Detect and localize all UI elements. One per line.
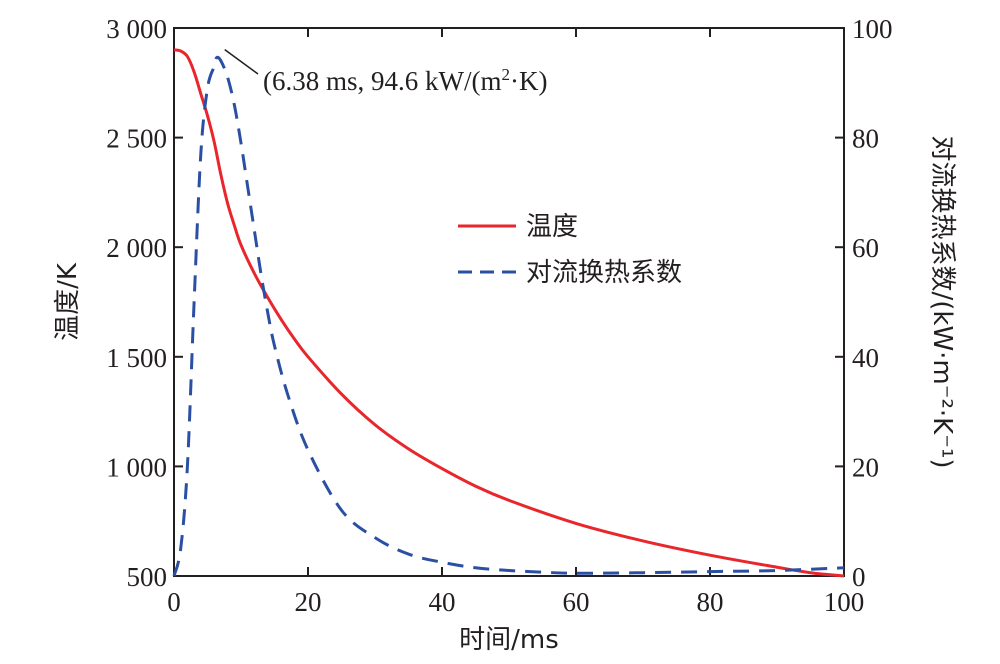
series-line-temperature xyxy=(173,48,845,578)
annotation-sup: 2 xyxy=(501,65,510,84)
y-axis-left: 500 1 000 1 500 2 000 2 500 3 000 xyxy=(106,14,183,592)
x-tick-label: 60 xyxy=(563,587,590,617)
x-tick-label: 40 xyxy=(429,587,456,617)
annotation-leader-line xyxy=(224,48,259,75)
x-tick-label: 0 xyxy=(167,587,181,617)
annotation-text: (6.38 ms, 94.6 kW/(m2·K) xyxy=(263,65,547,96)
y-right-tick-label: 60 xyxy=(852,233,879,263)
y-left-tick-label: 2 500 xyxy=(106,124,167,154)
x-tick-label: 80 xyxy=(697,587,724,617)
y-right-tick-label: 80 xyxy=(852,124,879,154)
x-tick-label: 100 xyxy=(824,587,865,617)
y-right-tick-label: 100 xyxy=(852,14,893,44)
y-left-tick-label: 3 000 xyxy=(106,14,167,44)
annotation-main: (6.38 ms, 94.6 kW/(m xyxy=(263,66,501,96)
y-left-tick-label: 500 xyxy=(127,562,168,592)
y-left-tick-label: 1 000 xyxy=(106,452,167,482)
legend-label-temperature: 温度 xyxy=(526,212,578,242)
y-right-tick-label: 0 xyxy=(852,562,866,592)
peak-annotation: (6.38 ms, 94.6 kW/(m2·K) xyxy=(224,48,547,96)
x-axis-title: 时间/ms xyxy=(459,625,559,655)
x-axis: 0 20 40 60 80 100 xyxy=(167,28,864,617)
y-right-tick-label: 40 xyxy=(852,343,879,373)
series-layer xyxy=(172,48,845,578)
y-right-tick-label: 20 xyxy=(852,452,879,482)
legend-label-convection: 对流换热系数 xyxy=(526,258,682,288)
series-line-convection-coefficient xyxy=(172,55,845,577)
annotation-tail: ·K) xyxy=(510,66,547,96)
y-axis-left-title: 温度/K xyxy=(53,262,83,341)
plot-area-frame xyxy=(173,27,845,577)
legend: 温度 对流换热系数 xyxy=(458,212,682,288)
x-tick-label: 20 xyxy=(295,587,322,617)
y-axis-right-title: 对流换热系数/(kW·m⁻²·K⁻¹) xyxy=(927,135,957,468)
y-axis-right: 0 20 40 60 80 100 xyxy=(835,14,893,592)
y-left-tick-label: 1 500 xyxy=(106,343,167,373)
y-left-tick-label: 2 000 xyxy=(106,233,167,263)
